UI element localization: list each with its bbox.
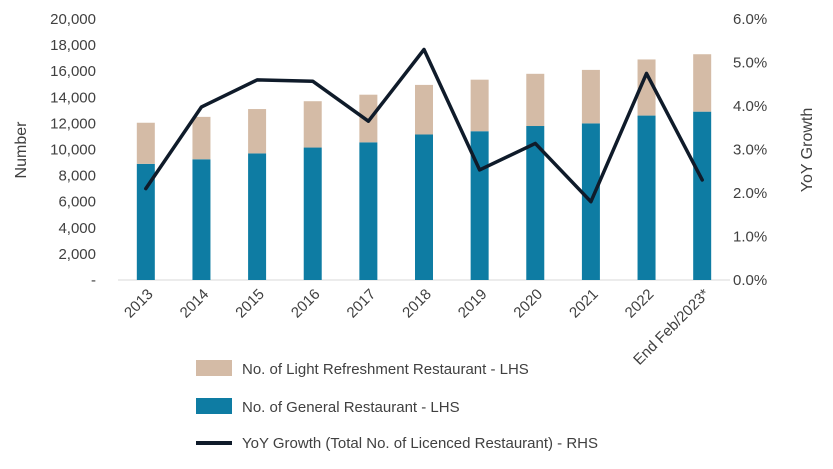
bar-general-restaurant xyxy=(303,147,322,280)
x-tick-label: 2018 xyxy=(399,286,435,322)
bar-general-restaurant xyxy=(192,159,211,280)
bar-light-refreshment xyxy=(526,73,545,127)
legend-swatch-light-refreshment xyxy=(196,360,232,376)
bar-light-refreshment xyxy=(637,59,656,116)
x-tick-label: 2013 xyxy=(121,286,157,322)
right-tick-label: 2.0% xyxy=(733,185,767,202)
x-tick-label: 2014 xyxy=(177,286,213,322)
left-tick-label: 12,000 xyxy=(50,115,96,132)
bar-light-refreshment xyxy=(693,54,712,112)
bar-light-refreshment xyxy=(136,122,155,164)
right-tick-label: 1.0% xyxy=(733,229,767,246)
left-tick-label: 2,000 xyxy=(58,246,96,263)
x-tick-label: 2020 xyxy=(510,286,546,322)
x-tick-label: 2017 xyxy=(344,286,380,322)
right-axis-title: YoY Growth xyxy=(799,108,816,193)
right-tick-label: 5.0% xyxy=(733,55,767,72)
bar-light-refreshment xyxy=(248,109,267,154)
left-tick-label: 18,000 xyxy=(50,37,96,54)
left-axis-title: Number xyxy=(13,121,30,179)
legend: No. of Light Refreshment Restaurant - LH… xyxy=(196,360,598,452)
legend-label-yoy-growth: YoY Growth (Total No. of Licenced Restau… xyxy=(242,435,598,452)
x-tick-label: 2015 xyxy=(232,286,268,322)
bar-general-restaurant xyxy=(415,134,433,280)
right-tick-label: 4.0% xyxy=(733,98,767,115)
growth-line-group xyxy=(144,47,704,204)
x-tick-label: 2022 xyxy=(622,286,658,322)
bar-general-restaurant xyxy=(248,153,267,280)
bar-general-restaurant xyxy=(136,163,155,280)
bar-light-refreshment xyxy=(581,69,600,124)
legend-label-general-restaurant: No. of General Restaurant - LHS xyxy=(242,399,460,416)
left-tick-label: 16,000 xyxy=(50,63,96,80)
left-tick-label: 20,000 xyxy=(50,11,96,28)
bar-light-refreshment xyxy=(303,101,322,148)
left-tick-label: - xyxy=(91,272,96,289)
bar-general-restaurant xyxy=(637,115,656,280)
bar-light-refreshment xyxy=(192,116,211,160)
left-tick-label: 14,000 xyxy=(50,89,96,106)
left-tick-label: 10,000 xyxy=(50,142,96,159)
bar-general-restaurant xyxy=(359,142,378,280)
right-tick-label: 3.0% xyxy=(733,142,767,159)
right-tick-label: 0.0% xyxy=(733,272,767,289)
left-tick-label: 8,000 xyxy=(58,168,96,185)
x-tick-label: 2021 xyxy=(566,286,602,322)
line-yoy-growth xyxy=(144,47,704,204)
legend-swatch-general-restaurant xyxy=(196,398,232,414)
x-tick-label: 2019 xyxy=(455,286,491,322)
legend-label-light-refreshment: No. of Light Refreshment Restaurant - LH… xyxy=(242,361,529,378)
right-axis-ticks: 0.0% 1.0% 2.0% 3.0% 4.0% 5.0% 6.0% xyxy=(733,11,767,289)
bar-light-refreshment xyxy=(415,84,433,135)
left-tick-label: 4,000 xyxy=(58,220,96,237)
bar-light-refreshment xyxy=(470,79,489,132)
left-axis-ticks: - 2,000 4,000 6,000 8,000 10,000 12,000 14,000 1… xyxy=(50,11,96,289)
right-tick-label: 6.0% xyxy=(733,11,767,28)
bars-group xyxy=(136,54,712,281)
x-axis-ticks: 2013 2014 2015 2016 2017 2018 2019 2020 2021 2022… xyxy=(121,286,713,369)
bar-general-restaurant xyxy=(693,111,712,280)
x-tick-label: 2016 xyxy=(288,286,324,322)
bar-general-restaurant xyxy=(526,126,545,280)
left-tick-label: 6,000 xyxy=(58,194,96,211)
